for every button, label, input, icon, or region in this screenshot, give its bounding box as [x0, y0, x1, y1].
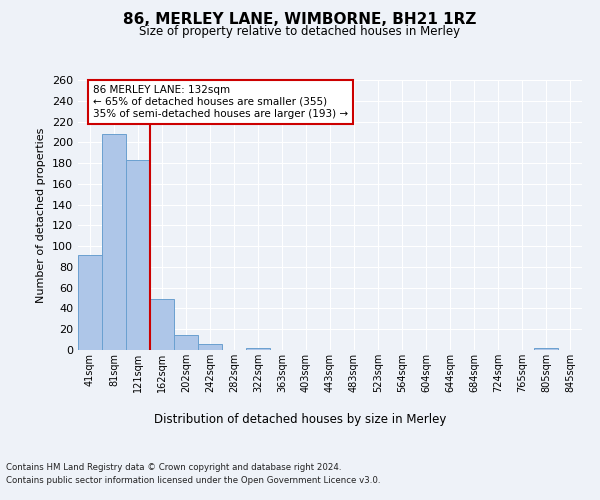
Text: Size of property relative to detached houses in Merley: Size of property relative to detached ho…: [139, 25, 461, 38]
Bar: [198, 344, 222, 350]
Text: Contains public sector information licensed under the Open Government Licence v3: Contains public sector information licen…: [6, 476, 380, 485]
Bar: [174, 336, 198, 350]
Text: Contains HM Land Registry data © Crown copyright and database right 2024.: Contains HM Land Registry data © Crown c…: [6, 462, 341, 471]
Text: 86 MERLEY LANE: 132sqm
← 65% of detached houses are smaller (355)
35% of semi-de: 86 MERLEY LANE: 132sqm ← 65% of detached…: [93, 86, 348, 118]
Bar: [126, 160, 150, 350]
Text: Distribution of detached houses by size in Merley: Distribution of detached houses by size …: [154, 412, 446, 426]
Bar: [102, 134, 126, 350]
Bar: [246, 348, 270, 350]
Bar: [150, 299, 174, 350]
Text: 86, MERLEY LANE, WIMBORNE, BH21 1RZ: 86, MERLEY LANE, WIMBORNE, BH21 1RZ: [124, 12, 476, 28]
Y-axis label: Number of detached properties: Number of detached properties: [37, 128, 46, 302]
Bar: [78, 256, 102, 350]
Bar: [534, 348, 558, 350]
